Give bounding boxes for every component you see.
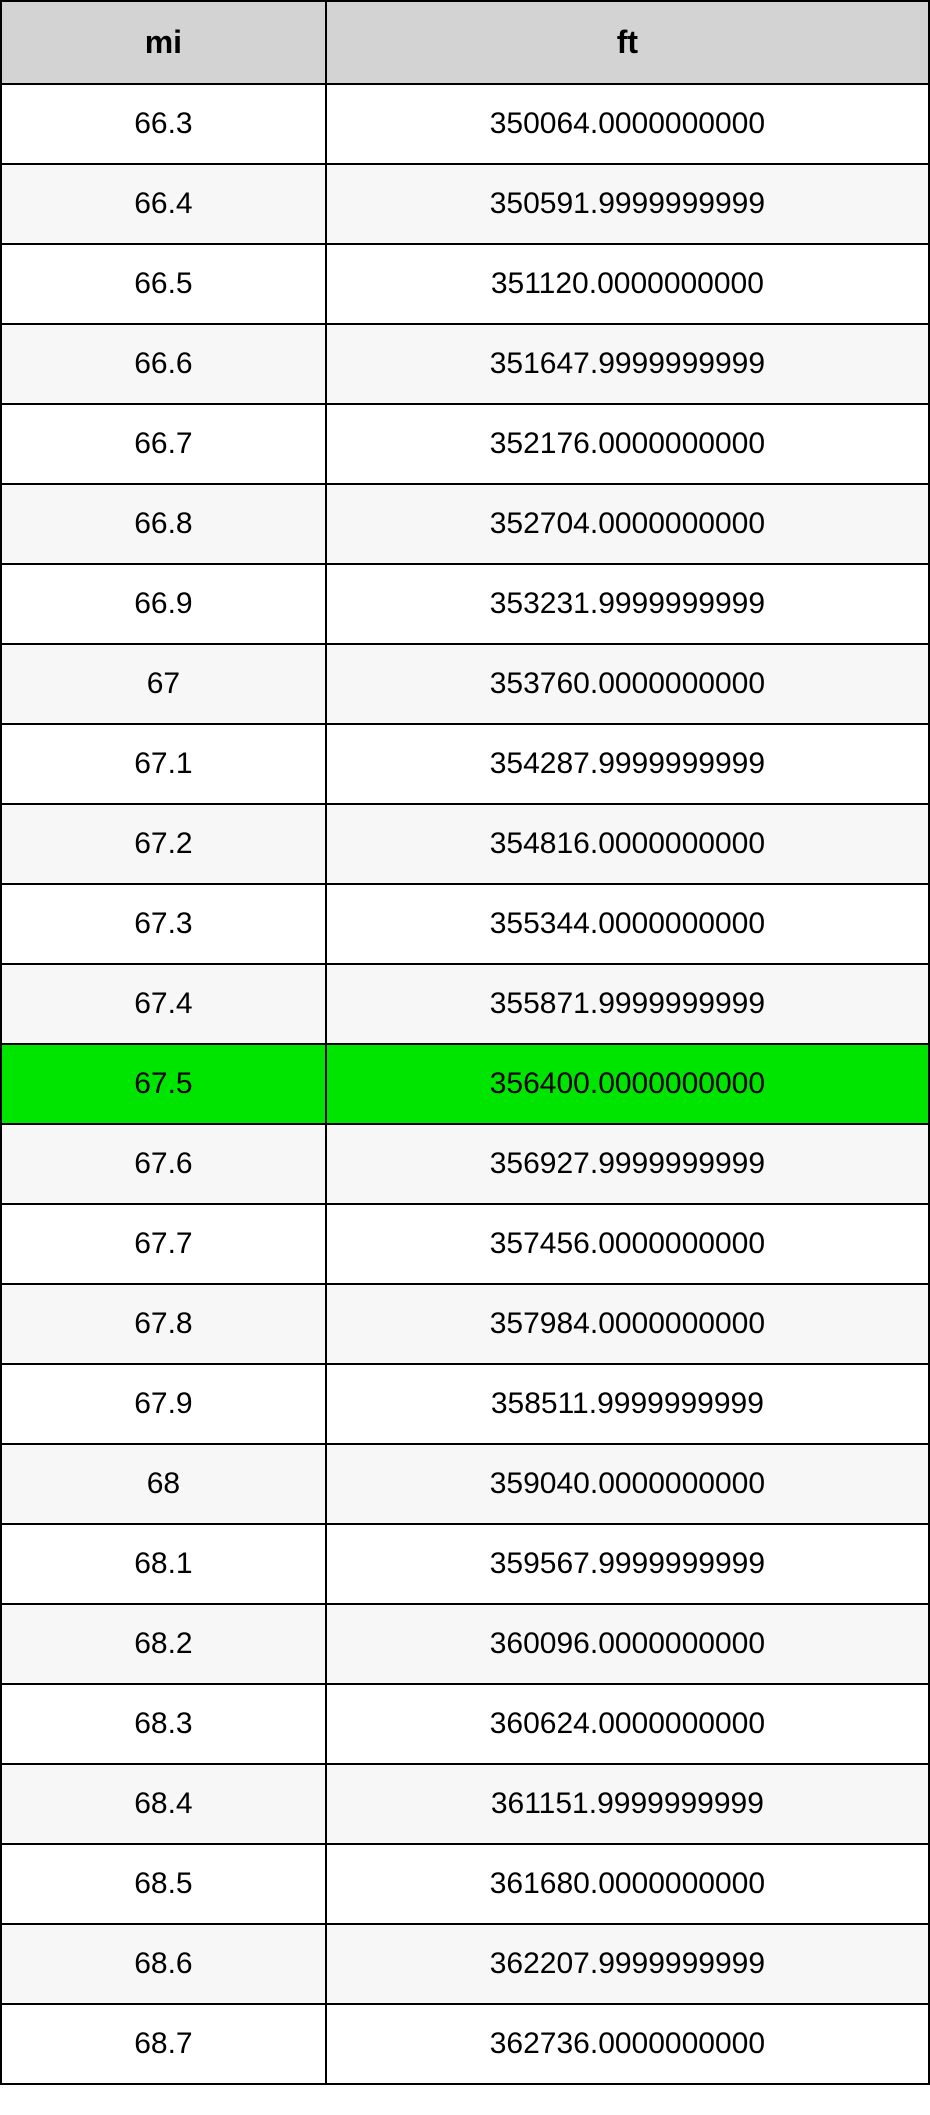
cell-ft: 352704.0000000000 <box>326 484 929 564</box>
cell-mi: 67.7 <box>1 1204 326 1284</box>
cell-mi: 67.2 <box>1 804 326 884</box>
cell-mi: 68 <box>1 1444 326 1524</box>
cell-mi: 68.2 <box>1 1604 326 1684</box>
cell-ft: 358511.9999999999 <box>326 1364 929 1444</box>
cell-ft: 354287.9999999999 <box>326 724 929 804</box>
cell-ft: 361151.9999999999 <box>326 1764 929 1844</box>
table-body: 66.3350064.000000000066.4350591.99999999… <box>1 84 929 2084</box>
cell-mi: 66.7 <box>1 404 326 484</box>
table-row: 68.6362207.9999999999 <box>1 1924 929 2004</box>
cell-ft: 356400.0000000000 <box>326 1044 929 1124</box>
table-row: 66.7352176.0000000000 <box>1 404 929 484</box>
cell-mi: 66.8 <box>1 484 326 564</box>
table-row: 67.6356927.9999999999 <box>1 1124 929 1204</box>
table-row: 67.3355344.0000000000 <box>1 884 929 964</box>
table-header: mi ft <box>1 1 929 84</box>
table-row: 68.7362736.0000000000 <box>1 2004 929 2084</box>
cell-mi: 66.4 <box>1 164 326 244</box>
column-header-ft: ft <box>326 1 929 84</box>
table-row: 68.2360096.0000000000 <box>1 1604 929 1684</box>
header-row: mi ft <box>1 1 929 84</box>
table-row: 66.5351120.0000000000 <box>1 244 929 324</box>
table-row: 68.5361680.0000000000 <box>1 1844 929 1924</box>
cell-mi: 68.4 <box>1 1764 326 1844</box>
cell-ft: 356927.9999999999 <box>326 1124 929 1204</box>
table-row: 68.3360624.0000000000 <box>1 1684 929 1764</box>
cell-ft: 357984.0000000000 <box>326 1284 929 1364</box>
cell-ft: 350591.9999999999 <box>326 164 929 244</box>
table-row: 68.1359567.9999999999 <box>1 1524 929 1604</box>
table-row: 67.1354287.9999999999 <box>1 724 929 804</box>
cell-ft: 352176.0000000000 <box>326 404 929 484</box>
table-row: 66.6351647.9999999999 <box>1 324 929 404</box>
table-row: 67.9358511.9999999999 <box>1 1364 929 1444</box>
cell-mi: 67.3 <box>1 884 326 964</box>
cell-mi: 67.8 <box>1 1284 326 1364</box>
cell-ft: 361680.0000000000 <box>326 1844 929 1924</box>
table-row: 67.2354816.0000000000 <box>1 804 929 884</box>
cell-mi: 67.5 <box>1 1044 326 1124</box>
cell-mi: 67.6 <box>1 1124 326 1204</box>
cell-mi: 67 <box>1 644 326 724</box>
table-row: 67353760.0000000000 <box>1 644 929 724</box>
column-header-mi: mi <box>1 1 326 84</box>
cell-mi: 67.4 <box>1 964 326 1044</box>
cell-ft: 360624.0000000000 <box>326 1684 929 1764</box>
cell-ft: 353231.9999999999 <box>326 564 929 644</box>
cell-mi: 68.3 <box>1 1684 326 1764</box>
cell-mi: 66.5 <box>1 244 326 324</box>
table-row: 66.8352704.0000000000 <box>1 484 929 564</box>
cell-ft: 355344.0000000000 <box>326 884 929 964</box>
cell-ft: 351120.0000000000 <box>326 244 929 324</box>
cell-mi: 67.9 <box>1 1364 326 1444</box>
cell-mi: 66.3 <box>1 84 326 164</box>
table-row: 67.7357456.0000000000 <box>1 1204 929 1284</box>
cell-ft: 350064.0000000000 <box>326 84 929 164</box>
conversion-table: mi ft 66.3350064.000000000066.4350591.99… <box>0 0 930 2085</box>
cell-mi: 68.5 <box>1 1844 326 1924</box>
cell-mi: 68.6 <box>1 1924 326 2004</box>
table-row: 67.8357984.0000000000 <box>1 1284 929 1364</box>
cell-ft: 359040.0000000000 <box>326 1444 929 1524</box>
cell-ft: 355871.9999999999 <box>326 964 929 1044</box>
cell-ft: 351647.9999999999 <box>326 324 929 404</box>
table-row: 68.4361151.9999999999 <box>1 1764 929 1844</box>
cell-mi: 66.9 <box>1 564 326 644</box>
cell-ft: 359567.9999999999 <box>326 1524 929 1604</box>
cell-ft: 360096.0000000000 <box>326 1604 929 1684</box>
cell-ft: 354816.0000000000 <box>326 804 929 884</box>
table-row: 67.5356400.0000000000 <box>1 1044 929 1124</box>
table-row: 66.9353231.9999999999 <box>1 564 929 644</box>
table-row: 66.4350591.9999999999 <box>1 164 929 244</box>
cell-mi: 67.1 <box>1 724 326 804</box>
table-row: 68359040.0000000000 <box>1 1444 929 1524</box>
cell-ft: 357456.0000000000 <box>326 1204 929 1284</box>
cell-ft: 362207.9999999999 <box>326 1924 929 2004</box>
cell-ft: 353760.0000000000 <box>326 644 929 724</box>
cell-ft: 362736.0000000000 <box>326 2004 929 2084</box>
cell-mi: 66.6 <box>1 324 326 404</box>
table-row: 66.3350064.0000000000 <box>1 84 929 164</box>
cell-mi: 68.1 <box>1 1524 326 1604</box>
table-row: 67.4355871.9999999999 <box>1 964 929 1044</box>
cell-mi: 68.7 <box>1 2004 326 2084</box>
